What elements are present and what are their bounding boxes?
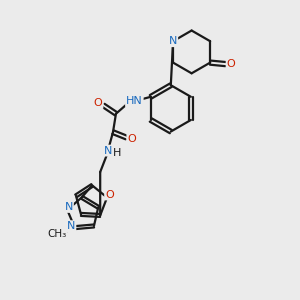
Text: N: N [67, 221, 75, 231]
Text: N: N [64, 202, 73, 212]
Text: CH₃: CH₃ [47, 229, 67, 238]
Text: N: N [169, 36, 177, 46]
Text: O: O [105, 190, 114, 200]
Text: O: O [94, 98, 103, 108]
Text: O: O [226, 59, 235, 69]
Text: H: H [113, 148, 122, 158]
Text: O: O [127, 134, 136, 144]
Text: N: N [103, 146, 112, 156]
Text: HN: HN [126, 96, 143, 106]
